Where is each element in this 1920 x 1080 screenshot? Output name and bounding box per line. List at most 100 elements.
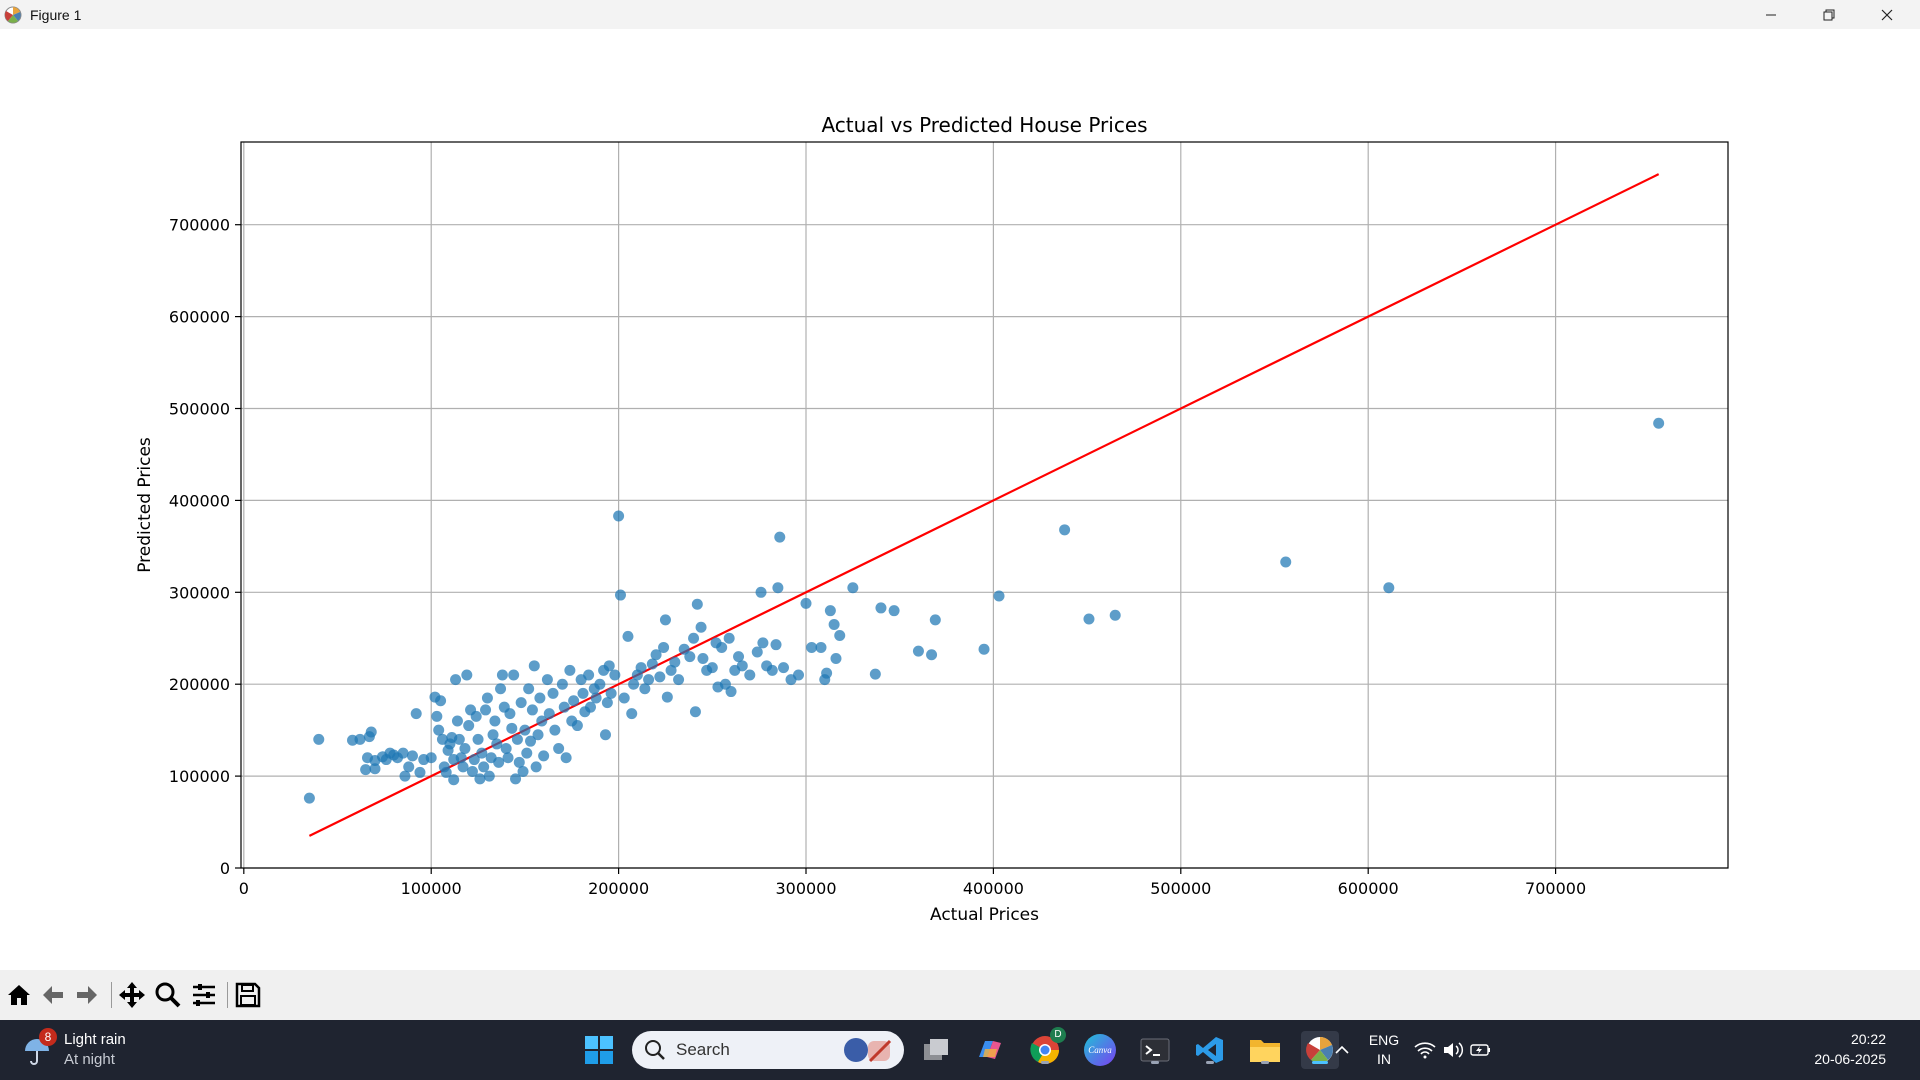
canva-button[interactable]: Canva — [1081, 1031, 1119, 1069]
scatter-point — [538, 750, 550, 762]
back-button[interactable] — [36, 978, 70, 1012]
search-highlight-icon — [844, 1038, 892, 1063]
clock-time[interactable]: 20:22 — [1850, 1031, 1886, 1047]
restore-button[interactable] — [1800, 0, 1858, 29]
scatter-point — [495, 683, 507, 695]
minimize-button[interactable] — [1742, 0, 1800, 29]
window-title: Figure 1 — [30, 6, 82, 23]
matplotlib-figure-button[interactable] — [1301, 1031, 1339, 1069]
forward-button[interactable] — [70, 978, 104, 1012]
scatter-point — [433, 724, 445, 736]
scatter-point — [695, 621, 707, 633]
plot-canvas[interactable]: 0 100000 200000 300000 400000 500000 600000 700… — [0, 29, 1920, 970]
scatter-point — [830, 652, 842, 664]
task-view-button[interactable] — [917, 1031, 955, 1069]
navigation-toolbar — [0, 970, 1920, 1020]
axis-ticks: 0 100000 200000 300000 400000 500000 600000 700… — [169, 216, 1586, 898]
scatter-point — [875, 602, 887, 614]
scatter-point — [869, 668, 881, 680]
vscode-button[interactable] — [1191, 1031, 1229, 1069]
scatter-point — [828, 618, 840, 630]
x-tick-label: 400000 — [963, 879, 1024, 898]
scatter-point — [929, 614, 941, 626]
running-indicator — [1151, 1061, 1159, 1064]
scatter-point — [564, 664, 576, 676]
scatter-point — [476, 747, 488, 759]
reference-line-layer — [308, 173, 1660, 837]
scatter-point — [772, 582, 784, 594]
close-button[interactable] — [1858, 0, 1916, 29]
taskbar-search[interactable]: Search — [632, 1031, 904, 1069]
x-tick-label: 600000 — [1338, 879, 1399, 898]
toolbar-separator — [111, 982, 112, 1008]
scatter-chart: 0 100000 200000 300000 400000 500000 600000 700… — [135, 113, 1729, 925]
scatter-point — [453, 733, 465, 745]
scatter-point — [654, 671, 666, 683]
battery-charging-icon[interactable] — [1470, 1041, 1492, 1059]
scatter-point — [691, 598, 703, 610]
scatter-points — [303, 417, 1665, 804]
x-tick-label: 300000 — [775, 879, 836, 898]
reference-line — [308, 173, 1660, 837]
weather-widget[interactable]: 8 Light rain At night — [20, 1028, 170, 1072]
scatter-point — [590, 692, 602, 704]
scatter-point — [414, 766, 426, 778]
file-explorer-button[interactable] — [1246, 1031, 1284, 1069]
restore-icon — [1823, 9, 1835, 20]
pan-button[interactable] — [115, 978, 149, 1012]
scatter-point — [978, 643, 990, 655]
scatter-point — [399, 770, 411, 782]
scatter-point — [451, 715, 463, 727]
scatter-point — [1059, 524, 1071, 536]
terminal-button[interactable] — [1136, 1031, 1174, 1069]
scatter-point — [470, 710, 482, 722]
y-tick-label: 500000 — [169, 400, 230, 419]
scatter-point — [448, 774, 460, 786]
vscode-icon — [1196, 1037, 1223, 1063]
scatter-point — [888, 605, 900, 617]
matplotlib-figure-icon — [1306, 1037, 1333, 1064]
scatter-point — [450, 674, 462, 686]
scatter-point — [511, 733, 523, 745]
scatter-point — [547, 687, 559, 699]
scatter-point — [774, 531, 786, 543]
scatter-point — [646, 658, 658, 670]
x-tick-label: 500000 — [1150, 879, 1211, 898]
copilot-icon — [979, 1041, 1001, 1059]
scatter-point — [778, 662, 790, 674]
configure-subplots-button[interactable] — [187, 978, 221, 1012]
scatter-point — [650, 649, 662, 661]
wifi-icon[interactable] — [1414, 1041, 1436, 1059]
minimize-icon — [1766, 14, 1776, 15]
zoom-button[interactable] — [151, 978, 185, 1012]
chevron-up-icon[interactable] — [1334, 1042, 1350, 1058]
chrome-icon — [1030, 1036, 1059, 1064]
scatter-point — [568, 695, 580, 707]
scatter-point — [541, 674, 553, 686]
scatter-point — [716, 641, 728, 653]
scatter-point — [530, 761, 542, 773]
scatter-point — [406, 750, 418, 762]
canva-icon-label: Canva — [1088, 1045, 1112, 1055]
scatter-point — [526, 704, 538, 716]
copilot-button[interactable] — [971, 1031, 1009, 1069]
scatter-point — [614, 589, 626, 601]
scatter-point — [757, 637, 769, 649]
save-button[interactable] — [231, 978, 265, 1012]
scatter-point — [736, 660, 748, 672]
language-code[interactable]: ENG — [1368, 1032, 1400, 1048]
home-button[interactable] — [2, 978, 36, 1012]
volume-icon[interactable] — [1442, 1041, 1464, 1059]
scatter-point — [431, 710, 443, 722]
windows-start-icon — [585, 1036, 613, 1064]
scatter-point — [626, 708, 638, 720]
y-tick-label: 400000 — [169, 491, 230, 510]
title-bar: Figure 1 — [0, 0, 1920, 29]
search-placeholder: Search — [676, 1040, 730, 1059]
scatter-point — [821, 667, 833, 679]
start-button[interactable] — [580, 1031, 618, 1069]
scatter-point — [834, 629, 846, 641]
scatter-point — [556, 678, 568, 690]
figure-window: Figure 1 0 100000 200000 300000 400000 500000… — [0, 0, 1920, 1020]
chrome-button[interactable]: D — [1026, 1027, 1066, 1069]
